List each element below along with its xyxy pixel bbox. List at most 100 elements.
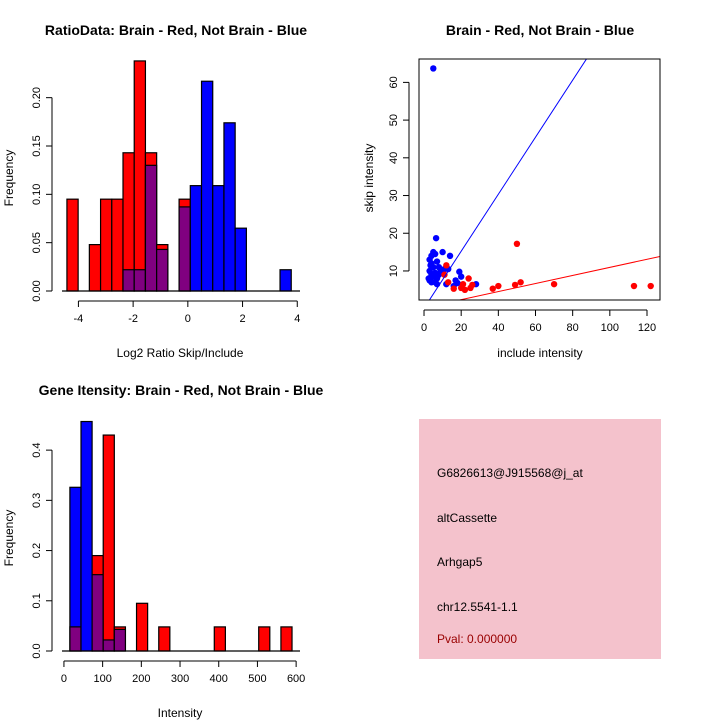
scatter-y-tick-label: 10	[388, 265, 400, 277]
hist1-bar-blue	[212, 185, 225, 292]
info-probe-id: G6826613@J915568@j_at	[437, 466, 583, 480]
hist1-bar-red	[111, 198, 124, 292]
hist2-title: Gene Itensity: Brain - Red, Not Brain - …	[39, 382, 324, 398]
scatter-point-blue	[435, 263, 443, 271]
hist1-x-tick-label: 2	[239, 313, 245, 325]
scatter-point-red	[495, 282, 502, 290]
hist2-bar-red	[135, 602, 149, 652]
hist1-overlap-bar	[178, 206, 191, 292]
scatter-point-blue	[457, 273, 465, 280]
scatter-point-blue	[431, 250, 439, 258]
hist1-overlap-bar	[144, 164, 158, 292]
scatter-point-blue	[430, 65, 437, 72]
scatter-x-tick-label: 120	[638, 322, 656, 334]
scatter-point-red	[465, 275, 472, 282]
scatter-point-red	[457, 284, 465, 292]
scatter-point-red	[450, 285, 457, 292]
hist2-y-tick-label: 0.3	[31, 493, 43, 508]
scatter-y-tick-label: 30	[388, 189, 400, 201]
hist2-overlap-bar	[102, 639, 115, 652]
scatter-title: Brain - Red, Not Brain - Blue	[446, 22, 634, 38]
regression-line-blue	[428, 59, 588, 300]
hist2-bar-blue	[80, 420, 93, 652]
hist2-ylabel: Frequency	[2, 510, 16, 567]
hist1-y-tick-label: 0.15	[31, 135, 43, 156]
hist1-overlap-bar	[156, 248, 169, 292]
scatter-x-tick-label: 80	[567, 322, 579, 334]
hist2-overlap-bar	[91, 574, 104, 652]
scatter-point-blue	[439, 248, 446, 256]
hist2-bar-red	[213, 626, 226, 652]
hist2-y-tick-label: 0.0	[31, 643, 43, 658]
scatter-x-tick-label: 100	[601, 322, 619, 334]
scatter-point-red	[444, 279, 452, 286]
hist1-bar-red	[88, 244, 102, 292]
hist1-bar-blue	[279, 269, 292, 292]
hist1-overlap-bar	[133, 269, 147, 292]
hist1-x-tick-label: -4	[74, 313, 84, 325]
hist1-y-tick-label: 0.00	[31, 280, 43, 301]
scatter-xlabel: include intensity	[497, 346, 582, 360]
hist1-bar-red	[99, 198, 113, 292]
scatter-point-blue	[433, 258, 441, 265]
scatter-x-tick-label: 20	[455, 322, 467, 334]
hist1-y-tick-label: 0.10	[31, 184, 43, 205]
hist1-x-tick-label: -2	[128, 313, 138, 325]
hist1-bar-blue	[200, 80, 214, 292]
scatter-point-blue	[456, 268, 463, 275]
hist2-x-tick-label: 400	[210, 673, 228, 685]
hist2-x-tick-label: 600	[287, 673, 305, 685]
info-panel-background	[419, 419, 661, 659]
hist2-overlap-bar	[113, 628, 127, 652]
hist1-bar	[133, 60, 147, 292]
hist1-x-tick-label: 0	[185, 313, 191, 325]
scatter-point-red	[469, 281, 476, 289]
scatter-point-red	[517, 279, 524, 286]
hist1-x-tick-label: 4	[294, 313, 300, 325]
hist2-x-tick-label: 200	[132, 673, 150, 685]
hist1-title: RatioData: Brain - Red, Not Brain - Blue	[45, 22, 307, 38]
scatter-point-red	[489, 285, 496, 292]
hist2-y-tick-label: 0.1	[31, 593, 43, 608]
scatter-x-tick-label: 40	[492, 322, 504, 334]
scatter-y-tick-label: 60	[388, 76, 400, 88]
scatter-y-tick-label: 50	[388, 114, 400, 126]
scatter-point-red	[443, 262, 450, 269]
hist1-plot: -4 -2 0 2 4 0.00 0.05 0.10 0.15 0.20	[31, 60, 300, 325]
hist1-xlabel: Log2 Ratio Skip/Include	[117, 346, 244, 360]
scatter-point-blue	[454, 279, 461, 287]
hist1-y-tick-label: 0.20	[31, 87, 43, 108]
scatter-point-red	[441, 271, 448, 278]
hist2-x-tick-label: 100	[93, 673, 111, 685]
hist2-bar-red	[258, 626, 271, 652]
hist1-ylabel: Frequency	[2, 150, 16, 207]
hist2-x-tick-label: 500	[248, 673, 266, 685]
hist2-plot: 0 100 200 300 400 500 600 0.0 0.1 0.2 0.3 0.4	[31, 420, 305, 685]
hist1-bar-blue	[223, 122, 236, 292]
scatter-point-red	[647, 282, 654, 290]
scatter-y-tick-label: 20	[388, 227, 400, 239]
hist2-y-tick-label: 0.4	[31, 442, 43, 457]
hist2-bar-red	[158, 626, 171, 652]
hist2-x-tick-label: 0	[61, 673, 67, 685]
scatter-point-red	[511, 281, 519, 289]
scatter-ylabel: skip intensity	[362, 144, 376, 213]
scatter-point-blue	[430, 273, 437, 280]
scatter-point-red	[513, 240, 521, 248]
hist1-bar-blue	[234, 227, 247, 292]
info-pval: Pval: 0.000000	[437, 632, 517, 646]
hist1-y-tick-label: 0.05	[31, 232, 43, 253]
hist2-xlabel: Intensity	[158, 706, 203, 720]
info-event-type: altCassette	[437, 511, 497, 525]
scatter-point-blue	[427, 262, 434, 269]
hist2-bar	[102, 434, 115, 652]
scatter-point-red	[550, 280, 558, 288]
scatter-x-tick-label: 60	[529, 322, 541, 334]
hist2-bar-red	[280, 626, 293, 652]
scatter-frame	[418, 58, 661, 301]
hist2-x-tick-label: 300	[171, 673, 189, 685]
scatter-point-blue	[446, 252, 454, 260]
scatter-y-tick-label: 40	[388, 152, 400, 164]
info-gene: Arhgap5	[437, 555, 483, 569]
